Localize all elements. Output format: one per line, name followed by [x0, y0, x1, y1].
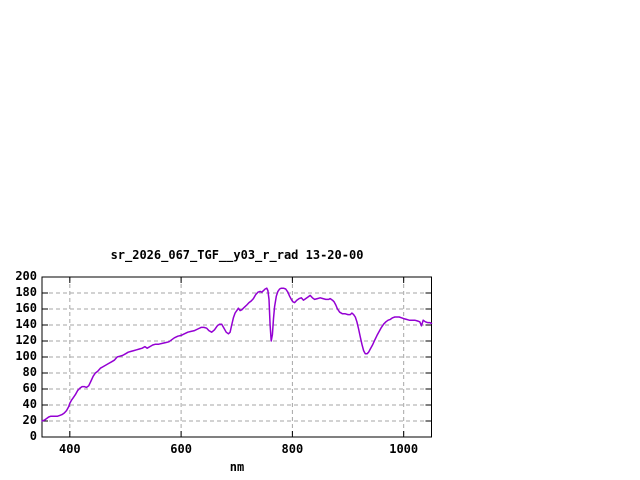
y-tick-label: 0 — [29, 429, 37, 443]
y-tick-label: 40 — [22, 397, 37, 411]
y-tick-label: 80 — [22, 365, 37, 379]
x-tick-label: 600 — [170, 442, 192, 456]
x-tick-label: 800 — [281, 442, 304, 456]
y-tick-label: 200 — [15, 269, 37, 283]
chart-title: sr_2026_067_TGF__y03_r_rad 13-20-00 — [110, 248, 364, 262]
y-tick-label: 140 — [15, 317, 37, 331]
y-tick-label: 20 — [22, 413, 37, 427]
y-tick-label: 120 — [15, 333, 37, 347]
grid-lines — [42, 277, 432, 437]
x-tick-label: 400 — [58, 442, 81, 456]
axis-tick-marks — [42, 276, 432, 438]
x-tick-label: 1000 — [389, 442, 419, 456]
x-axis-label: nm — [229, 460, 245, 474]
y-tick-label: 60 — [22, 381, 37, 395]
spectrum-curve — [41, 287, 433, 422]
y-tick-label: 160 — [15, 301, 37, 315]
y-tick-label: 180 — [15, 285, 37, 299]
y-tick-label: 100 — [15, 349, 37, 363]
